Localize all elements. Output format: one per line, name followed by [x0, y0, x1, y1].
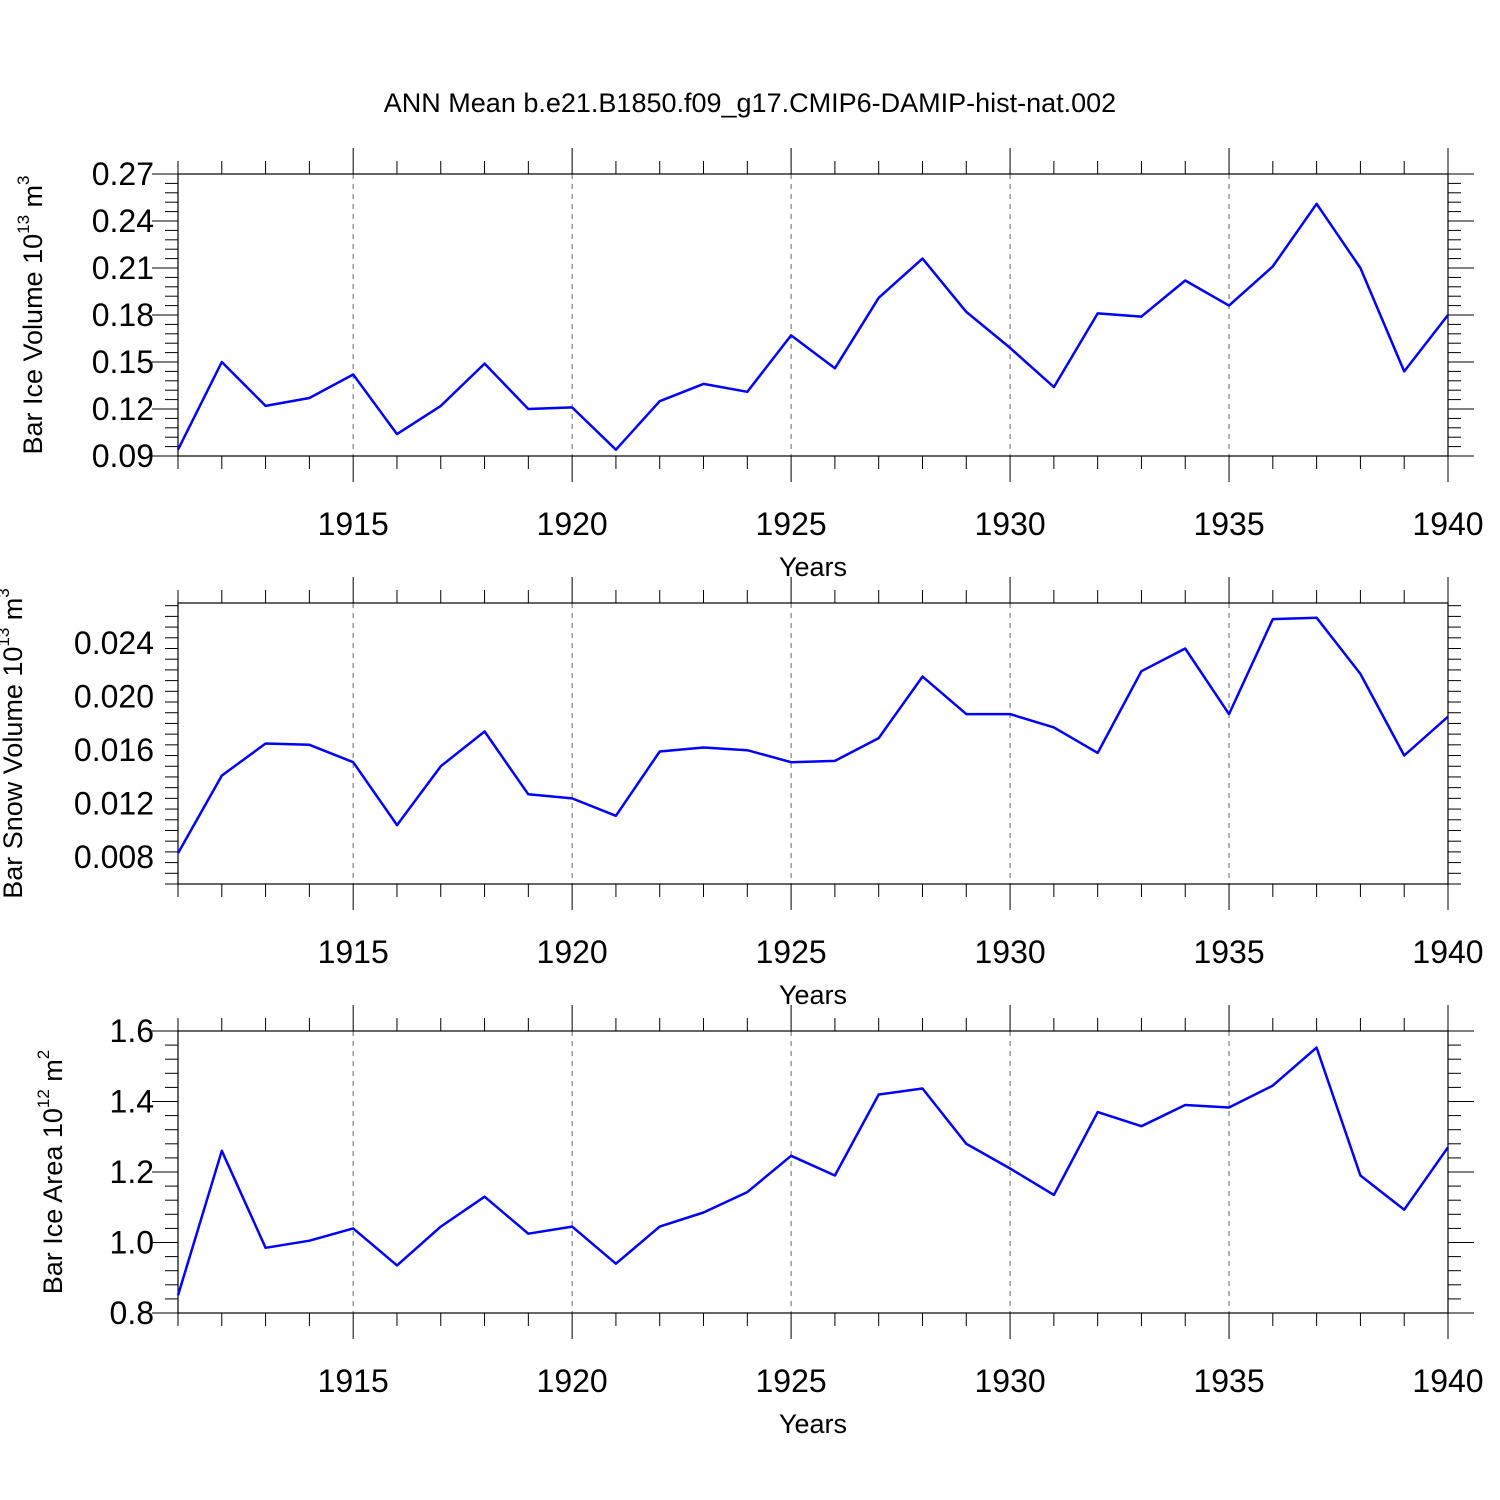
- x-tick-label: 1940: [1412, 934, 1483, 970]
- x-tick-label: 1915: [318, 1363, 389, 1399]
- x-tick-label: 1925: [756, 506, 827, 542]
- x-tick-label: 1930: [974, 1363, 1045, 1399]
- x-tick-label: 1935: [1193, 506, 1264, 542]
- x-tick-label: 1940: [1412, 1363, 1483, 1399]
- y-tick-label: 0.024: [74, 625, 154, 661]
- x-tick-label: 1940: [1412, 506, 1483, 542]
- plot-frame: [177, 602, 1449, 885]
- y-tick-label: 1.2: [110, 1154, 154, 1190]
- panel-snow-volume: 0.008 0.012 0.016 0.020 0.024 1915 1920 1925 193…: [0, 577, 1484, 1010]
- x-tick-label: 1920: [537, 1363, 608, 1399]
- x-tick-label: 1925: [756, 934, 827, 970]
- x-tick-label: 1930: [974, 506, 1045, 542]
- y-tick-label: 0.8: [110, 1295, 154, 1331]
- y-tick-label: 0.012: [74, 786, 154, 822]
- x-tick-label: 1915: [318, 506, 389, 542]
- y-tick-label: 0.008: [74, 839, 154, 875]
- x-axis-label: Years: [779, 1409, 847, 1439]
- series-line: [176, 202, 1449, 451]
- y-tick-label: 0.27: [92, 156, 154, 192]
- y-tick-label: 0.21: [92, 250, 154, 286]
- y-tick-label: 0.09: [92, 438, 154, 474]
- y-tick-label: 1.0: [110, 1225, 154, 1261]
- x-tick-label: 1930: [974, 934, 1045, 970]
- y-tick-label: 1.6: [110, 1013, 154, 1049]
- x-tick-label: 1935: [1193, 934, 1264, 970]
- panel-ice-area: 0.8 1.0 1.2 1.4 1.6 1915 1920 1925 1930 1935 1940 Y…: [34, 1005, 1484, 1439]
- x-tick-label: 1920: [537, 506, 608, 542]
- y-axis-label: Bar Snow Volume 1013 m3: [0, 588, 28, 899]
- x-axis-label: Years: [779, 552, 847, 582]
- y-tick-label: 0.15: [92, 344, 154, 380]
- x-tick-label: 1925: [756, 1363, 827, 1399]
- y-tick-label: 1.4: [110, 1084, 154, 1120]
- figure-title: ANN Mean b.e21.B1850.f09_g17.CMIP6-DAMIP…: [384, 88, 1116, 118]
- y-tick-label: 0.12: [92, 391, 154, 427]
- y-tick-label: 0.016: [74, 732, 154, 768]
- series-line: [176, 1046, 1450, 1296]
- y-tick-label: 0.24: [92, 203, 154, 239]
- y-tick-label: 0.020: [74, 679, 154, 715]
- x-tick-label: 1915: [318, 934, 389, 970]
- y-tick-label: 0.18: [92, 297, 154, 333]
- y-axis-label: Bar Ice Volume 1013 m3: [14, 175, 48, 454]
- y-axis-label: Bar Ice Area 1012 m2: [34, 1050, 68, 1295]
- x-tick-label: 1920: [537, 934, 608, 970]
- x-tick-label: 1935: [1193, 1363, 1264, 1399]
- x-axis-label: Years: [779, 980, 847, 1010]
- panel-ice-volume: 0.09 0.12 0.15 0.18 0.21 0.24 0.27 1915 1920 1925…: [14, 148, 1484, 582]
- series-line: [176, 616, 1449, 854]
- plot-frame: [177, 173, 1449, 457]
- plot-frame: [177, 1030, 1449, 1314]
